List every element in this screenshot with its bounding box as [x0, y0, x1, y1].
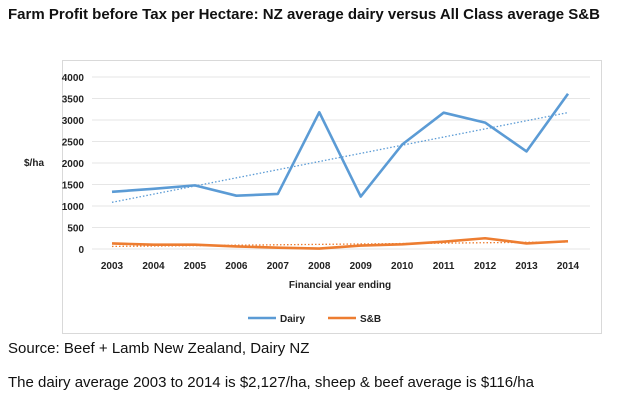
chart-title: Farm Profit before Tax per Hectare: NZ a…: [8, 6, 600, 23]
y-tick-label: 1500: [62, 181, 85, 192]
x-tick-label: 2014: [557, 261, 580, 272]
y-tick-label: 4000: [62, 73, 85, 84]
average-note: The dairy average 2003 to 2014 is $2,127…: [8, 374, 534, 391]
y-tick-label: 1000: [62, 202, 85, 213]
legend-label: S&B: [360, 314, 381, 325]
x-tick-label: 2008: [308, 261, 331, 272]
x-tick-label: 2009: [350, 261, 373, 272]
line-chart: 0 500 1000 1500 2000 2500 3000 3500 4000 2003 2004…: [24, 73, 590, 325]
series-line-dairy: [111, 93, 570, 198]
y-tick-label: 0: [78, 245, 84, 256]
x-tick-label: 2005: [184, 261, 207, 272]
x-tick-label: 2007: [267, 261, 290, 272]
x-tick-label: 2013: [515, 261, 538, 272]
legend-label: Dairy: [280, 314, 305, 325]
x-tick-label: 2012: [474, 261, 497, 272]
y-tick-label: 3500: [62, 95, 85, 106]
trendline-s&b: [111, 241, 569, 248]
x-tick-label: 2003: [101, 261, 124, 272]
y-tick-label: 2500: [62, 138, 85, 149]
chart-frame: [62, 60, 602, 334]
y-axis-label: $/ha: [24, 158, 44, 169]
source-text: Source: Beef + Lamb New Zealand, Dairy N…: [8, 340, 310, 357]
trendline-dairy: [111, 111, 569, 203]
y-tick-label: 500: [67, 224, 84, 235]
x-tick-label: 2004: [142, 261, 165, 272]
series-line-s&b: [111, 236, 569, 250]
y-tick-label: 2000: [62, 159, 85, 170]
y-tick-label: 3000: [62, 116, 85, 127]
x-tick-label: 2011: [433, 261, 455, 272]
x-axis-label: Financial year ending: [289, 280, 391, 291]
x-tick-label: 2006: [225, 261, 248, 272]
x-tick-label: 2010: [391, 261, 414, 272]
